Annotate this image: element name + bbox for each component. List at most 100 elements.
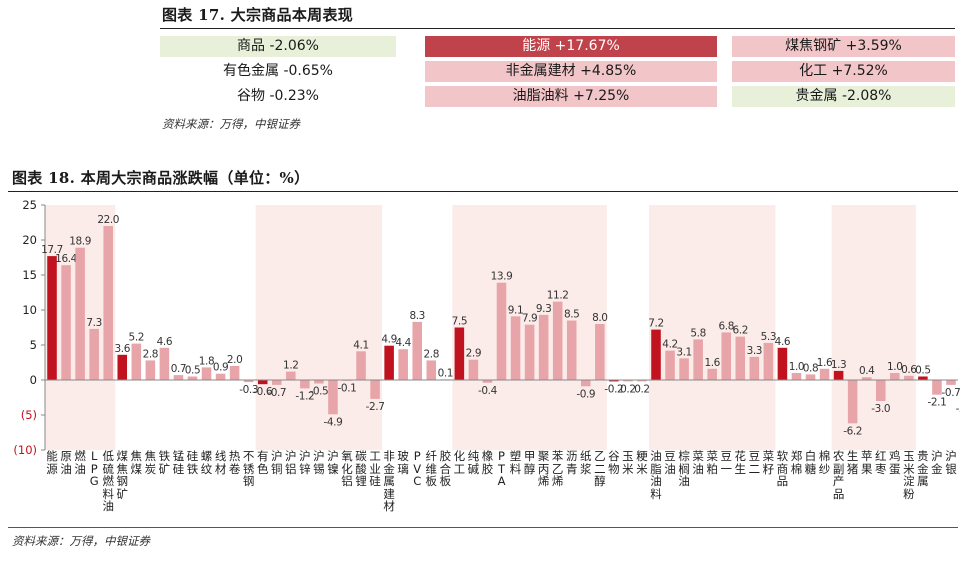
- table-title: 图表 17. 大宗商品本周表现: [162, 6, 354, 24]
- data-label: 5.8: [690, 327, 706, 339]
- x-tick-label: 豆二: [748, 449, 761, 476]
- x-tick-label: 橡胶: [481, 449, 494, 476]
- x-tick-label: 纤维板: [425, 449, 438, 488]
- x-tick-label: 化工: [453, 449, 466, 476]
- data-label: 2.0: [227, 354, 243, 366]
- x-tick-label: 谷物: [608, 449, 620, 476]
- bar: [426, 360, 437, 380]
- bar: [932, 380, 942, 395]
- bar: [875, 380, 886, 401]
- bar: [468, 359, 479, 380]
- bar: [890, 373, 900, 380]
- data-label: 11.2: [547, 290, 569, 302]
- data-label: -2.7: [366, 401, 385, 413]
- category-band: [648, 205, 776, 450]
- x-tick-label: 菜粕: [706, 449, 718, 476]
- data-label: 0.7: [171, 363, 187, 375]
- data-label: -0.1: [338, 383, 357, 395]
- bar: [609, 380, 619, 382]
- data-label: 16.4: [55, 253, 77, 265]
- x-tick-label: 能源: [46, 449, 58, 476]
- x-tick-label: 沪锡: [313, 449, 325, 476]
- data-label: 0.2: [620, 383, 636, 395]
- data-label: -0.4: [478, 385, 498, 397]
- x-tick-label: 菜油: [692, 449, 704, 476]
- chart-top-rule: [8, 191, 958, 192]
- y-tick-label: (10): [13, 443, 37, 457]
- data-label: 2.8: [143, 348, 159, 360]
- bar: [791, 373, 802, 380]
- y-tick-label: 5: [30, 338, 37, 352]
- x-tick-label: 原油: [60, 449, 72, 476]
- bar: [229, 366, 240, 380]
- data-label: 1.6: [704, 357, 720, 369]
- table-cell: 贵金属 -2.08%: [732, 86, 955, 107]
- table-top-rule: [160, 28, 955, 29]
- table-cell: 煤焦钢矿 +3.59%: [732, 36, 955, 57]
- bar: [510, 316, 521, 380]
- category-band: [255, 205, 383, 450]
- x-tick-label: 贵金属: [917, 449, 929, 488]
- data-label: 0.2: [634, 383, 650, 395]
- data-label: 8.3: [409, 310, 425, 322]
- bar: [833, 370, 844, 380]
- x-tick-label: 甲醇: [523, 449, 536, 476]
- bar: [581, 380, 591, 387]
- chart-bottom-rule: [8, 527, 958, 528]
- data-label: 0.9: [213, 362, 229, 374]
- data-label: 18.9: [69, 236, 91, 248]
- data-label: 22.0: [97, 214, 119, 226]
- bar: [707, 368, 717, 380]
- bar: [623, 380, 633, 382]
- x-tick-label: 玉米: [622, 449, 634, 476]
- data-label: 2.9: [466, 348, 482, 360]
- x-tick-label: 碳酸锂: [355, 449, 367, 488]
- data-label: 1.8: [199, 355, 215, 367]
- data-label: 4.9: [381, 334, 397, 346]
- data-label: 0.6: [901, 364, 917, 376]
- data-label: 7.2: [648, 318, 664, 330]
- bar: [496, 282, 507, 380]
- bar: [370, 380, 380, 399]
- x-tick-label: 氧化铝: [341, 449, 353, 488]
- bar: [651, 329, 661, 380]
- data-label: 4.6: [157, 336, 173, 348]
- x-tick-label: 焦炭: [144, 449, 157, 476]
- data-label: 1.0: [887, 361, 903, 373]
- data-label: 5.2: [129, 332, 145, 344]
- data-label: 8.5: [564, 309, 580, 321]
- x-tick-label: 红枣: [874, 449, 887, 476]
- y-tick-label: 20: [22, 233, 37, 247]
- bar: [946, 380, 956, 385]
- chart-title: 图表 18. 本周大宗商品涨跌幅（单位：%）: [12, 169, 310, 187]
- bar: [637, 380, 647, 382]
- data-label: -0.5: [309, 386, 328, 398]
- table-source: 资料来源：万得，中银证券: [162, 117, 300, 131]
- x-tick-label: LPG: [89, 449, 99, 488]
- x-tick-label: 纸浆: [580, 449, 592, 476]
- table-cell: 有色金属 -0.65%: [223, 63, 333, 79]
- x-tick-label: 苯乙烯: [551, 449, 564, 488]
- bar: [665, 350, 675, 380]
- bar: [918, 376, 928, 380]
- x-tick-label: 豆油: [664, 449, 676, 476]
- bar: [777, 347, 788, 380]
- x-tick-label: 棉纱: [818, 449, 831, 476]
- table-cell: 油脂油料 +7.25%: [425, 86, 717, 107]
- bar: [735, 336, 746, 380]
- data-label: 1.2: [283, 360, 299, 372]
- x-tick-label: 玉米淀粉: [903, 449, 915, 501]
- x-tick-label: 铁矿: [158, 449, 171, 476]
- y-tick-label: (5): [21, 408, 37, 422]
- data-label: -4.9: [324, 416, 343, 428]
- category-band: [831, 205, 916, 450]
- x-tick-label: 鸡蛋: [889, 449, 901, 476]
- bar: [524, 324, 535, 380]
- x-tick-label: 工业硅: [369, 449, 381, 488]
- data-label: -2.1: [927, 397, 946, 409]
- bar: [201, 367, 212, 380]
- x-tick-label: 白糖: [804, 449, 817, 476]
- table-cell: 非金属建材 +4.85%: [425, 61, 717, 82]
- x-tick-label: 有色: [256, 449, 269, 476]
- x-tick-label: 苹果: [860, 449, 873, 476]
